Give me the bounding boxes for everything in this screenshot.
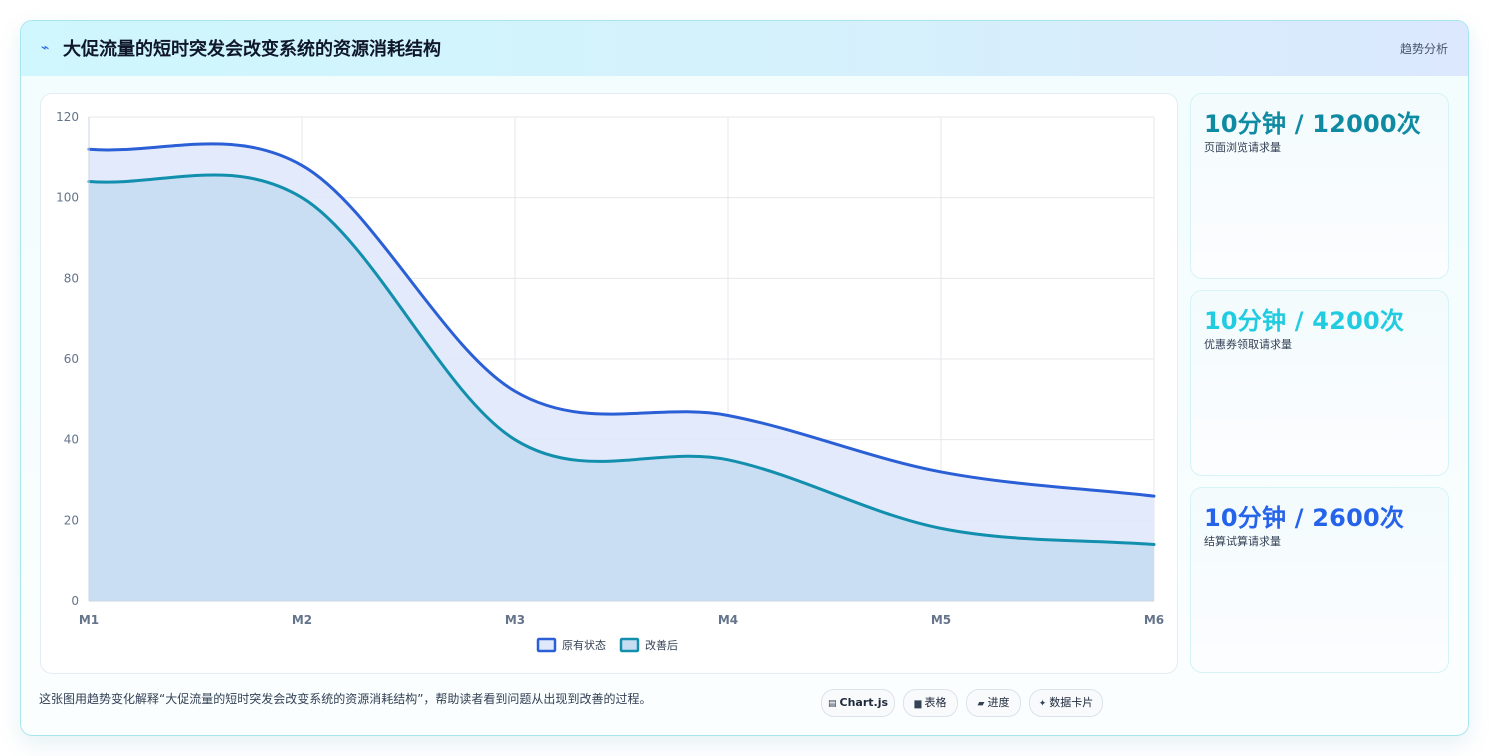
chart-panel: 0 20 40 60 80 100 120 M1 M2 M3 M4 M5 M6 原有状态 改善后 — [40, 93, 1178, 674]
stat-value: 10分钟 / 12000次 — [1204, 110, 1421, 138]
legend-swatch — [619, 637, 640, 653]
chart-description: 这张图用趋势变化解释“大促流量的短时突发会改变系统的资源消耗结构”，帮助读者看到… — [39, 692, 652, 706]
x-tick-label: M1 — [79, 613, 99, 627]
stat-label: 页面浏览请求量 — [1204, 141, 1281, 154]
stat-label: 结算试算请求量 — [1204, 535, 1281, 548]
legend-swatch — [536, 637, 557, 653]
y-tick-label: 120 — [56, 110, 79, 124]
chip-table[interactable]: ▆ 表格 — [903, 689, 958, 717]
chip-data-card[interactable]: ✦ 数据卡片 — [1029, 689, 1103, 717]
x-tick-label: M2 — [292, 613, 312, 627]
y-tick-label: 80 — [64, 271, 79, 285]
card-header: ⌁ 大促流量的短时突发会改变系统的资源消耗结构 趋势分析 — [21, 21, 1468, 76]
chip-label: Chart.js — [839, 696, 889, 709]
chip-label: 表格 — [924, 696, 947, 709]
y-tick-label: 0 — [71, 594, 79, 608]
page-title: 大促流量的短时突发会改变系统的资源消耗结构 — [63, 39, 441, 60]
trend-card: ⌁ 大促流量的短时突发会改变系统的资源消耗结构 趋势分析 0 20 40 60 80 10… — [20, 20, 1469, 736]
chip-label: 进度 — [987, 696, 1010, 709]
series-area-1 — [89, 174, 1154, 601]
chip-label: 数据卡片 — [1049, 696, 1094, 709]
stat-card-page-views: 10分钟 / 12000次 页面浏览请求量 — [1190, 93, 1449, 279]
stat-value: 10分钟 / 2600次 — [1204, 504, 1405, 532]
chart-icon: ▤ — [827, 699, 837, 709]
y-tick-label: 100 — [56, 191, 79, 205]
x-tick-label: M4 — [718, 613, 738, 627]
stat-card-checkout-requests: 10分钟 / 2600次 结算试算请求量 — [1190, 487, 1449, 673]
x-tick-label: M3 — [505, 613, 525, 627]
y-tick-label: 20 — [64, 513, 79, 527]
table-icon: ▆ — [914, 699, 922, 709]
series-line-0 — [87, 142, 1156, 498]
card-icon: ✦ — [1038, 699, 1047, 709]
category-tag: 趋势分析 — [1399, 42, 1448, 56]
chip-progress[interactable]: ▰ 进度 — [966, 689, 1021, 717]
series-line-1 — [87, 173, 1156, 547]
stat-label: 优惠券领取请求量 — [1204, 338, 1292, 351]
chip-chartjs[interactable]: ▤ Chart.js — [821, 689, 895, 717]
stat-card-coupon-requests: 10分钟 / 4200次 优惠券领取请求量 — [1190, 290, 1449, 476]
area-chart: 0 20 40 60 80 100 120 M1 M2 M3 M4 M5 M6 原有状态 改善后 — [56, 110, 1164, 653]
sparkle-icon: ⌁ — [41, 40, 50, 56]
x-tick-label: M6 — [1144, 613, 1164, 627]
y-tick-label: 40 — [64, 433, 79, 447]
stat-value: 10分钟 / 4200次 — [1204, 307, 1405, 335]
legend-label: 改善后 — [645, 638, 678, 652]
y-tick-label: 60 — [64, 352, 79, 366]
progress-icon: ▰ — [977, 699, 985, 709]
x-tick-label: M5 — [931, 613, 951, 627]
legend-label: 原有状态 — [562, 638, 606, 652]
